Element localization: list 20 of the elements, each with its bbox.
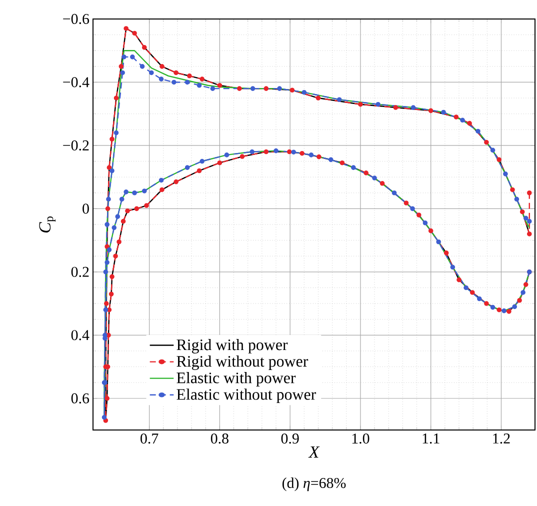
legend-label: Elastic with power bbox=[176, 372, 296, 387]
text: (d) η=68% bbox=[282, 478, 346, 492]
legend-label: Rigid with power bbox=[176, 338, 288, 354]
x-axis-title: X bbox=[308, 446, 320, 458]
legend-label: Rigid without power bbox=[176, 356, 308, 370]
y-tick-label: −0.6 bbox=[63, 14, 90, 24]
y-tick-label: 0.6 bbox=[71, 393, 90, 404]
legend-label: Elastic without power bbox=[176, 388, 316, 404]
y-tick-label: −0.4 bbox=[63, 77, 90, 88]
x-tick-label: 1.2 bbox=[493, 434, 510, 444]
y-axis-title: C$_{p}$ bbox=[39, 216, 56, 232]
x-tick-label: 0.9 bbox=[281, 434, 299, 444]
x-tick-label: 1.1 bbox=[422, 434, 440, 444]
y-tick-label: 0.4 bbox=[71, 330, 90, 340]
y-tick-label: −0.2 bbox=[63, 140, 89, 151]
y-tick-label: 0.2 bbox=[71, 266, 89, 277]
x-tick-label: 0.8 bbox=[210, 434, 228, 444]
x-tick-label: 1.0 bbox=[352, 434, 370, 444]
x-tick-label: 0.7 bbox=[140, 434, 158, 444]
y-tick-label: 0 bbox=[82, 204, 89, 214]
